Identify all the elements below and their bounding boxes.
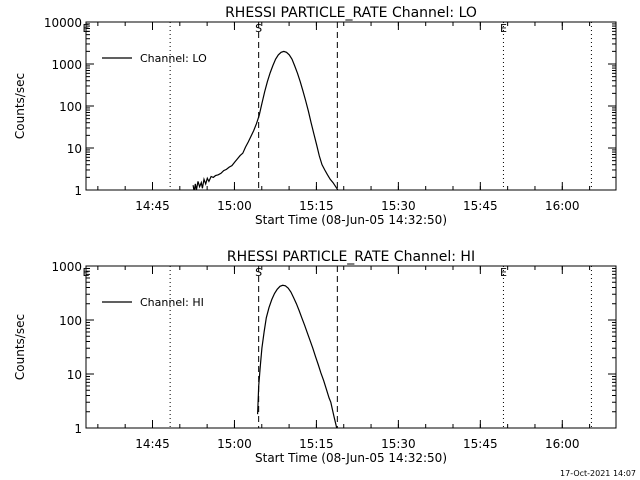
chart-2-title: RHESSI PARTICLE_RATE Channel: HI	[227, 249, 475, 265]
chart-2-series-line	[257, 284, 338, 428]
chart-2-y-tick-label: 100	[59, 314, 82, 328]
chart-2-marker-label: E	[500, 266, 507, 279]
chart-2-x-tick-label: 15:15	[299, 437, 334, 451]
chart-1-y-tick-label: 1000	[51, 58, 82, 72]
chart-2-x-tick-label: 15:30	[381, 437, 416, 451]
chart-1-y-axis-label: Counts/sec	[13, 73, 27, 139]
chart-1-y-tick-label: 10000	[44, 16, 82, 30]
chart-1-title: RHESSI PARTICLE_RATE Channel: LO	[225, 5, 477, 21]
chart-2-x-tick-label: 15:00	[217, 437, 252, 451]
chart-2-plot-frame	[85, 265, 617, 429]
chart-1-marker-label: S	[255, 22, 262, 35]
chart-1-marker-label: E	[500, 22, 507, 35]
chart-2-x-axis-label: Start Time (08-Jun-05 14:32:50)	[255, 451, 447, 465]
chart-2-y-axis-label: Counts/sec	[13, 314, 27, 380]
chart-1-y-tick-label: 100	[59, 100, 82, 114]
chart-2-y-tick-label: 10	[67, 368, 82, 382]
footer-timestamp: 17-Oct-2021 14:07	[560, 469, 636, 478]
chart-2: RHESSI PARTICLE_RATE Channel: HI Start Ti…	[13, 249, 617, 465]
chart-1-x-tick-label: 15:30	[381, 199, 416, 213]
chart-2-x-tick-label: 14:45	[135, 437, 170, 451]
chart-2-legend-label: Channel: HI	[140, 296, 204, 309]
chart-1-x-tick-label: 15:00	[217, 199, 252, 213]
chart-1-y-tick-label: 1	[74, 184, 82, 198]
chart-1-x-tick-label: 15:45	[463, 199, 498, 213]
chart-1-y-tick-label: 10	[67, 142, 82, 156]
chart-2-x-tick-label: 16:00	[545, 437, 580, 451]
chart-2-marker-label: S	[255, 266, 262, 279]
chart-1-legend-label: Channel: LO	[140, 52, 207, 65]
chart-1-x-tick-label: 15:15	[299, 199, 334, 213]
chart-2-marker-label: E	[83, 266, 90, 279]
chart-1-x-tick-label: 16:00	[545, 199, 580, 213]
chart-1-marker-label: E	[83, 22, 90, 35]
chart-1-plot-frame	[85, 21, 617, 191]
chart-2-y-tick-label: 1	[74, 422, 82, 436]
chart-1-series-line	[192, 50, 339, 190]
chart-1-x-tick-label: 14:45	[135, 199, 170, 213]
chart-1: RHESSI PARTICLE_RATE Channel: LO Start Ti…	[13, 5, 617, 227]
chart-2-y-tick-label: 1000	[51, 260, 82, 274]
chart-1-x-axis-label: Start Time (08-Jun-05 14:32:50)	[255, 213, 447, 227]
chart-2-x-tick-label: 15:45	[463, 437, 498, 451]
